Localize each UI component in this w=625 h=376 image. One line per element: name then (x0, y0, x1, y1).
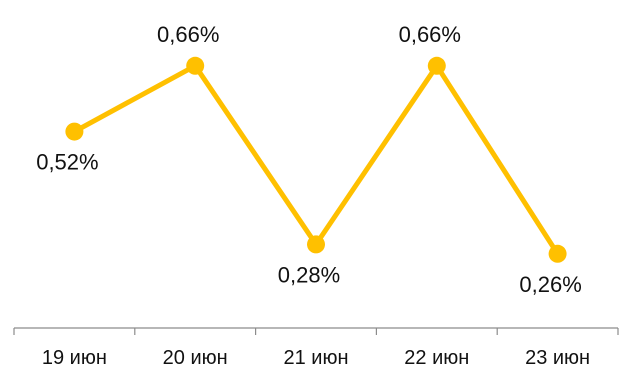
data-label: 0,52% (36, 150, 98, 175)
data-point (65, 122, 84, 141)
x-tick-label: 22 июн (404, 347, 469, 369)
series-layer (65, 56, 567, 263)
data-point (186, 56, 205, 75)
data-label: 0,26% (519, 272, 581, 297)
data-point (548, 244, 567, 263)
x-tick-label: 19 июн (42, 347, 107, 369)
x-tick-labels: 19 июн 20 июн 21 июн 22 июн 23 июн (42, 347, 590, 369)
x-axis (13, 327, 619, 335)
data-point (427, 56, 446, 75)
data-label: 0,66% (157, 22, 219, 47)
x-tick-label: 23 июн (525, 347, 590, 369)
data-label: 0,66% (399, 22, 461, 47)
data-point (307, 235, 325, 254)
x-tick-label: 20 июн (163, 347, 228, 369)
series-line (71, 63, 561, 257)
x-tick-label: 21 июн (283, 347, 348, 369)
data-labels: 0,52% 0,66% 0,28% 0,66% 0,26% (36, 22, 582, 297)
data-label: 0,28% (278, 262, 340, 287)
